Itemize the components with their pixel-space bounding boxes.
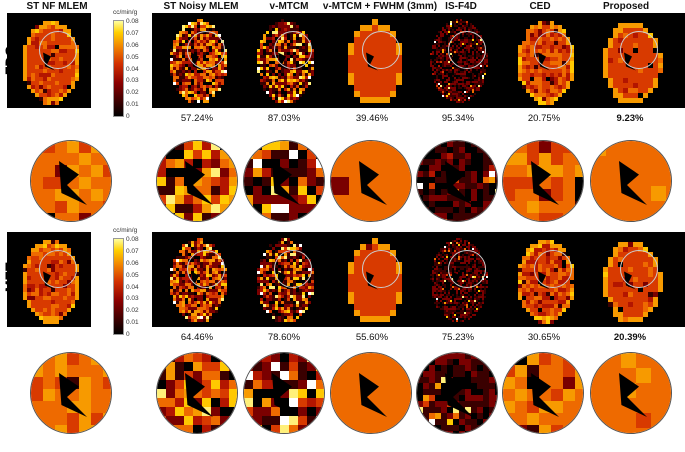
zoomed-brain	[244, 353, 324, 433]
colorbar-unit: cc/min/g	[113, 9, 138, 16]
error-percentage: 87.03%	[267, 113, 301, 124]
zoomed-brain	[331, 141, 411, 221]
brain-image	[416, 13, 500, 108]
zoom-region-circle	[38, 31, 77, 69]
header-v-mtcm-fwhm: v-MTCM + FWHM (3mm)	[322, 1, 438, 12]
zoom-region-circle	[361, 31, 400, 69]
colorbar-tick-label: 0.03	[126, 295, 139, 303]
zoom-region-circle	[533, 250, 572, 288]
error-percentage: 95.34%	[441, 113, 475, 124]
zoom-region-circle	[186, 31, 225, 69]
error-percentage: 39.46%	[355, 113, 389, 124]
brain-image	[502, 232, 586, 327]
zoomed-brain	[31, 141, 111, 221]
zoom-region-circle	[38, 250, 77, 288]
header-st-noisy-mlem: ST Noisy MLEM	[163, 1, 239, 12]
error-percentage: 64.46%	[180, 332, 214, 343]
header-st-nf-mlem: ST NF MLEM	[26, 1, 88, 12]
colorbar-tick-label: 0.04	[126, 283, 139, 291]
colorbar-unit: cc/min/g	[113, 227, 138, 234]
header-is-f4d: IS-F4D	[445, 1, 477, 12]
brain-image	[330, 232, 414, 327]
zoomed-region	[243, 352, 325, 434]
colorbar-tick-label: 0.08	[126, 18, 139, 25]
zoomed-brain	[417, 141, 497, 221]
colorbar-tick-label: 0.04	[126, 65, 139, 73]
brain-image	[7, 232, 91, 327]
zoomed-region	[330, 352, 412, 434]
error-percentage: 57.24%	[180, 113, 214, 124]
error-percentage: 30.65%	[527, 332, 561, 343]
brain-image	[155, 13, 239, 108]
colorbar-tick-label: 0.02	[126, 307, 139, 315]
colorbar-gradient	[113, 20, 124, 117]
zoom-region-circle	[186, 250, 225, 288]
zoomed-region	[590, 352, 672, 434]
zoomed-brain	[157, 141, 237, 221]
zoomed-brain	[503, 141, 583, 221]
error-percentage: 55.60%	[355, 332, 389, 343]
zoomed-region	[156, 352, 238, 434]
brain-image	[242, 13, 326, 108]
brain-image	[242, 232, 326, 327]
brain-image	[330, 13, 414, 108]
brain-image	[502, 13, 586, 108]
colorbar-fdg: cc/min/g 0.08 0.07 0.06 0.05 0.04 0.03 0.02 0.0…	[113, 9, 153, 120]
error-percentage: 9.23%	[616, 113, 644, 124]
colorbar-met: cc/min/g 0.08 0.07 0.06 0.05 0.04 0.03 0.02 0.0…	[113, 227, 153, 338]
zoom-region-circle	[619, 31, 658, 69]
zoomed-region	[502, 140, 584, 222]
colorbar-tick-label: 0.05	[126, 271, 139, 279]
colorbar-tick-label: 0.02	[126, 89, 139, 97]
error-percentage: 75.23%	[441, 332, 475, 343]
error-percentage: 20.39%	[613, 332, 647, 343]
colorbar-gradient	[113, 238, 124, 335]
colorbar-tick-label: 0	[126, 113, 130, 120]
zoomed-brain	[331, 353, 411, 433]
colorbar-tick-label: 0.05	[126, 53, 139, 61]
brain-image	[7, 13, 91, 108]
header-ced: CED	[529, 1, 551, 12]
zoomed-region	[416, 352, 498, 434]
zoomed-brain	[31, 353, 111, 433]
zoomed-region	[156, 140, 238, 222]
zoomed-region	[243, 140, 325, 222]
zoomed-brain	[417, 353, 497, 433]
brain-image	[588, 232, 672, 327]
colorbar-tick-label: 0.06	[126, 259, 139, 267]
zoom-region-circle	[447, 31, 486, 69]
zoomed-region	[330, 140, 412, 222]
zoomed-region	[30, 140, 112, 222]
colorbar-tick-label: 0.03	[126, 77, 139, 85]
brain-image	[155, 232, 239, 327]
zoom-region-circle	[619, 250, 658, 288]
zoom-region-circle	[361, 250, 400, 288]
brain-image	[416, 232, 500, 327]
brain-image	[588, 13, 672, 108]
header-v-mtcm: v-MTCM	[269, 1, 309, 12]
zoom-region-circle	[273, 250, 312, 288]
zoomed-brain	[244, 141, 324, 221]
zoom-region-circle	[447, 250, 486, 288]
error-percentage: 78.60%	[267, 332, 301, 343]
zoomed-region	[502, 352, 584, 434]
zoomed-region	[590, 140, 672, 222]
colorbar-tick-label: 0.01	[126, 319, 139, 327]
zoom-region-circle	[533, 31, 572, 69]
header-proposed: Proposed	[602, 1, 650, 12]
zoomed-brain	[591, 141, 671, 221]
zoom-region-circle	[273, 31, 312, 69]
colorbar-tick-label: 0.01	[126, 101, 139, 109]
colorbar-tick-label: 0.07	[126, 29, 139, 37]
zoomed-brain	[591, 353, 671, 433]
zoomed-region	[30, 352, 112, 434]
colorbar-tick-label: 0.06	[126, 41, 139, 49]
colorbar-tick-label: 0.07	[126, 247, 139, 255]
zoomed-region	[416, 140, 498, 222]
zoomed-brain	[157, 353, 237, 433]
error-percentage: 20.75%	[527, 113, 561, 124]
colorbar-tick-label: 0	[126, 331, 130, 338]
colorbar-tick-label: 0.08	[126, 236, 139, 243]
zoomed-brain	[503, 353, 583, 433]
